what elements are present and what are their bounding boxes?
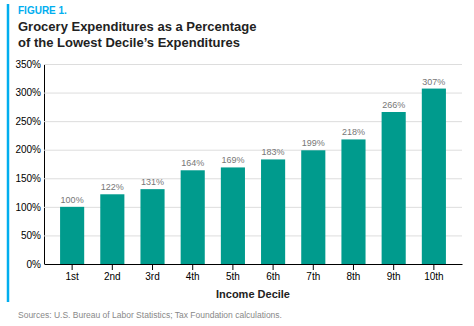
data-label: 199% <box>302 138 325 148</box>
chart: FIGURE 1. Grocery Expenditures as a Perce… <box>0 0 474 326</box>
x-tick: 8th <box>347 264 361 282</box>
data-label: 307% <box>422 77 445 87</box>
x-tick: 6th <box>266 264 280 282</box>
x-tick-label: 4th <box>186 271 200 282</box>
data-label: 131% <box>141 177 164 187</box>
x-tick-mark <box>273 264 274 270</box>
x-axis: 1st 2nd 3rd 4th 5th 6th 7th 8th 9th 10th <box>45 264 463 282</box>
source-note: Sources: U.S. Bureau of Labor Statistics… <box>18 310 282 320</box>
data-label: 169% <box>221 155 244 165</box>
y-axis-line <box>45 65 463 265</box>
x-tick-mark <box>112 264 113 270</box>
x-tick-label: 5th <box>226 271 240 282</box>
x-tick-label: 3rd <box>145 271 159 282</box>
y-tick-label: 250% <box>15 116 41 127</box>
data-label: 266% <box>382 100 405 110</box>
bar <box>301 150 325 264</box>
bar <box>181 170 205 264</box>
x-tick-label: 9th <box>387 271 401 282</box>
bar <box>100 194 124 264</box>
x-tick: 10th <box>424 264 443 282</box>
bar <box>341 139 365 264</box>
y-tick-label: 150% <box>15 173 41 184</box>
y-tick-label: 50% <box>21 230 41 241</box>
y-tick-label: 300% <box>15 87 41 98</box>
x-tick-mark <box>192 264 193 270</box>
bar <box>261 159 285 264</box>
grid-line <box>44 64 462 65</box>
bar <box>60 207 84 264</box>
data-label: 218% <box>342 127 365 137</box>
x-tick-mark <box>72 264 73 270</box>
grid-line <box>44 264 462 265</box>
data-label: 122% <box>101 182 124 192</box>
x-axis-line <box>45 264 463 265</box>
x-tick-label: 10th <box>424 271 443 282</box>
y-tick-label: 0% <box>27 259 42 270</box>
y-tick: 350% <box>15 59 462 70</box>
x-tick: 1st <box>65 264 79 282</box>
x-tick: 3rd <box>145 264 159 282</box>
bars <box>60 89 446 264</box>
y-tick: 300% <box>15 87 462 98</box>
y-tick-label: 350% <box>15 59 41 70</box>
title: Grocery Expenditures as a Percentageof t… <box>18 19 256 50</box>
data-label: 164% <box>181 158 204 168</box>
x-tick: 5th <box>226 264 240 282</box>
bar <box>382 112 406 264</box>
x-tick: 7th <box>306 264 320 282</box>
bar <box>422 89 446 264</box>
x-tick-mark <box>393 264 394 270</box>
x-tick-label: 1st <box>65 271 79 282</box>
x-tick-label: 8th <box>347 271 361 282</box>
x-tick-label: 7th <box>306 271 320 282</box>
plot: 0% 50% 100% 150% 200% 250% 300% 350% 1st 2nd 3rd 4t… <box>15 59 462 282</box>
data-labels: 100% 122% 131% 164% 169% 183% 199% 218% 266% 307% <box>61 77 446 205</box>
x-tick-label: 2nd <box>104 271 121 282</box>
y-tick-label: 100% <box>15 202 41 213</box>
bar <box>140 189 164 264</box>
x-tick-mark <box>353 264 354 270</box>
x-tick: 2nd <box>104 264 121 282</box>
x-axis-title: Income Decile <box>216 288 290 300</box>
y-tick-label: 200% <box>15 144 41 155</box>
x-tick: 4th <box>186 264 200 282</box>
x-tick-label: 6th <box>266 271 280 282</box>
data-label: 100% <box>61 195 84 205</box>
y-axis: 0% 50% 100% 150% 200% 250% 300% 350% <box>15 59 462 270</box>
grid-line <box>44 93 462 94</box>
border-line <box>7 4 10 302</box>
data-label: 183% <box>262 147 285 157</box>
x-tick-mark <box>313 264 314 270</box>
bar <box>221 167 245 264</box>
x-tick: 9th <box>387 264 401 282</box>
x-tick-mark <box>152 264 153 270</box>
figure-label: FIGURE 1. <box>18 5 67 16</box>
x-tick-mark <box>232 264 233 270</box>
x-tick-mark <box>433 264 434 270</box>
